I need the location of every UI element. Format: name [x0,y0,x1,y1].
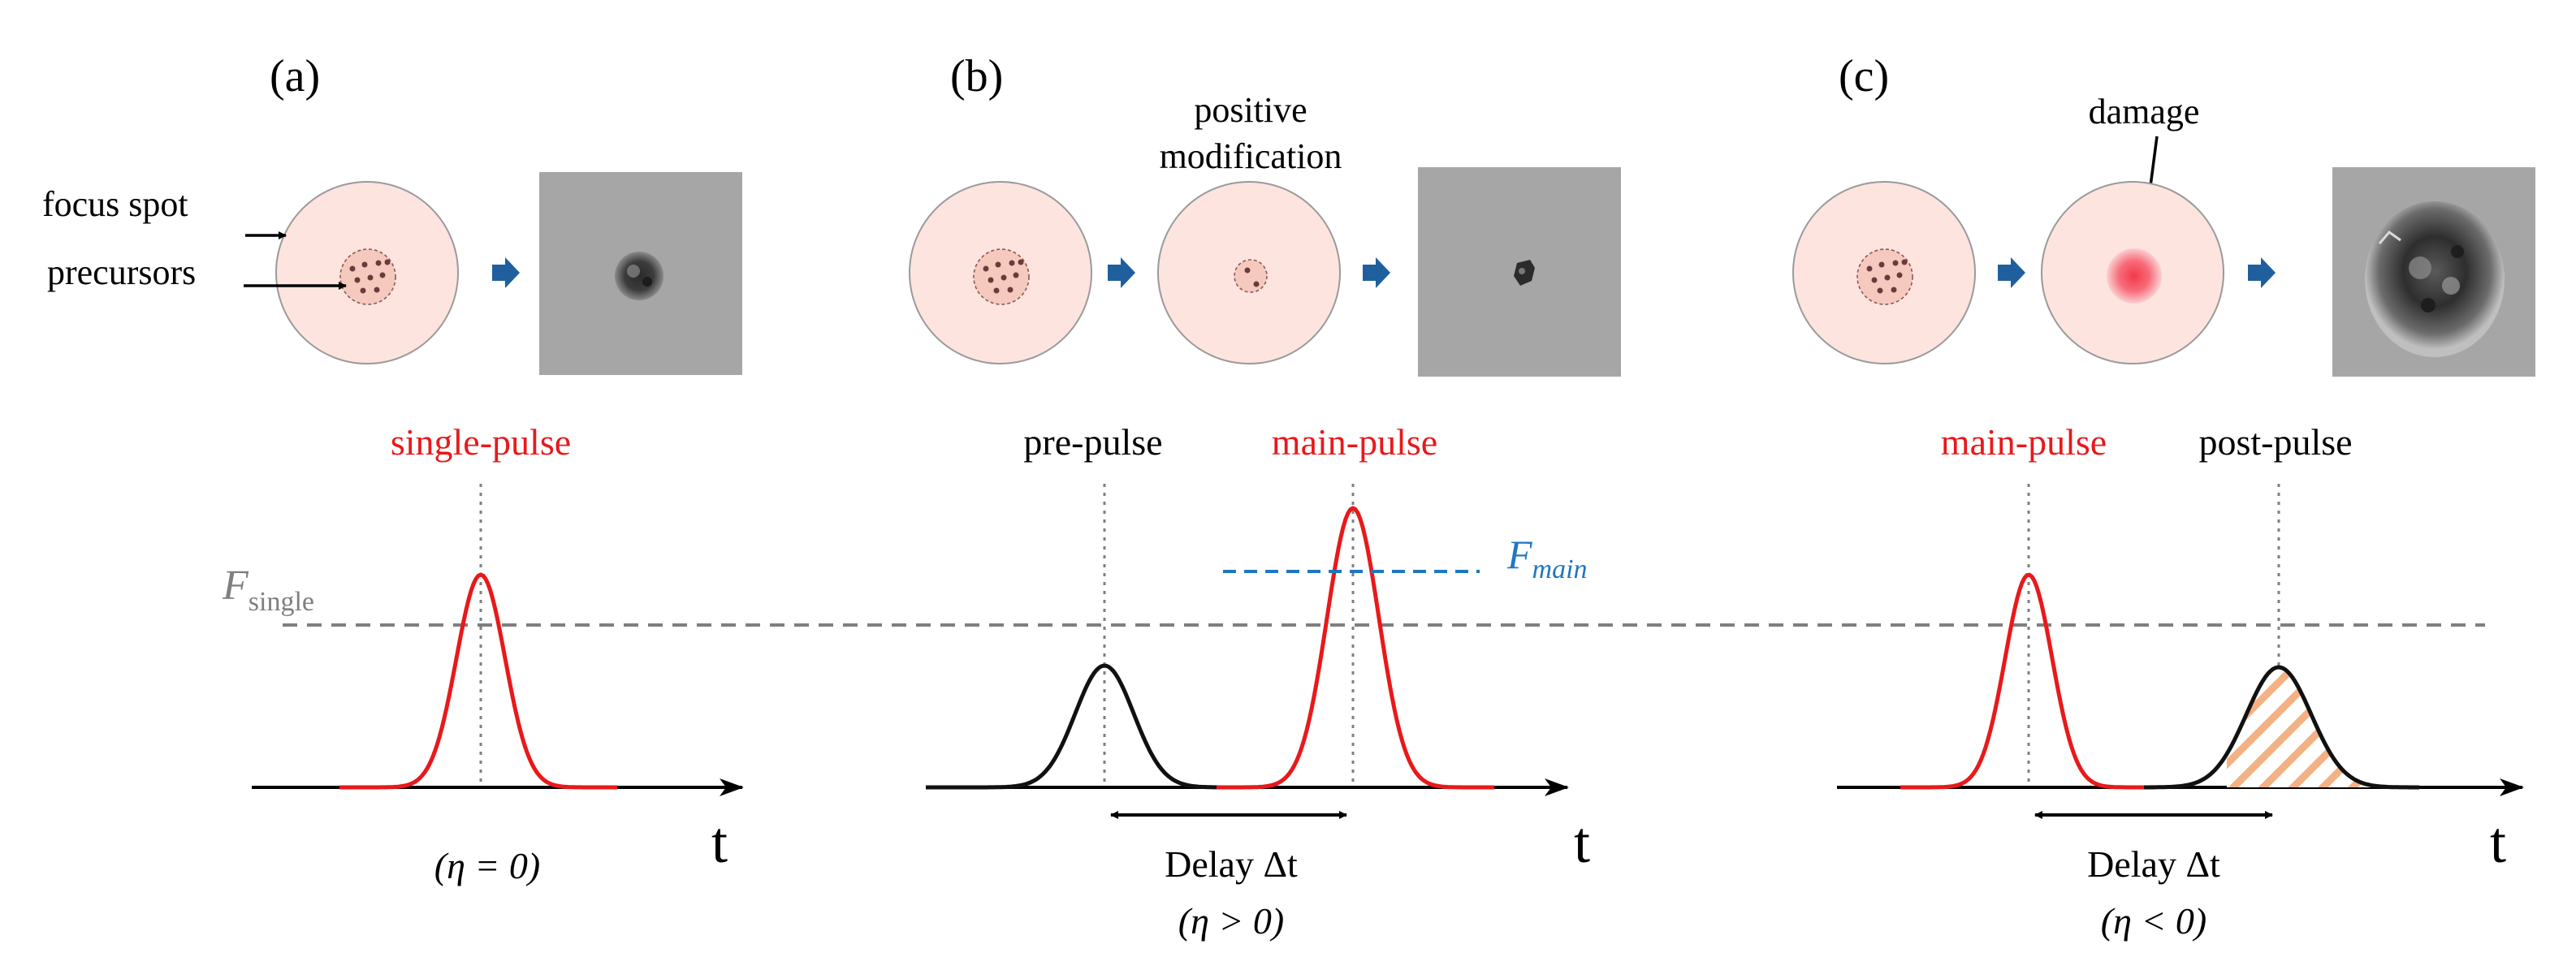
process-arrow-icon [1998,257,2025,288]
panel-b-label: (b) [950,51,1003,101]
main-pulse-curve-c [1900,572,2154,790]
process-arrow-icon [2248,257,2276,288]
panel-a-label: (a) [270,51,320,101]
f-main-label: Fmain [1506,532,1588,584]
t-label-c: t [2490,810,2506,875]
post-pulse-hatched-area [2227,667,2420,787]
process-arrow-icon [1363,257,1390,288]
precursor-cluster-a [339,248,396,305]
positive-modification-line2: modification [1160,136,1342,176]
micrograph-c [2332,167,2535,377]
single-pulse-curve [339,572,617,790]
single-pulse-label: single-pulse [391,421,571,463]
pre-pulse-curve [926,663,1218,790]
eta-c: (η < 0) [2101,900,2207,942]
panel-c-label: (c) [1839,51,1889,101]
delay-label-b: Delay Δt [1165,843,1298,885]
main-pulse-label-b: main-pulse [1272,421,1437,463]
micrograph-b [1418,167,1621,377]
pre-pulse-label: pre-pulse [1023,421,1162,463]
post-pulse-curve [2144,665,2419,790]
main-pulse-label-c: main-pulse [1941,421,2107,463]
modified-cluster-b [1234,259,1268,293]
post-pulse-label: post-pulse [2198,421,2352,463]
damage-spot [2107,248,2162,304]
threshold-label: Fsingle [222,563,314,617]
main-pulse-curve-b [1217,506,1494,790]
process-arrow-icon [1108,257,1135,288]
t-label-a: t [711,810,728,875]
precursor-cluster-b [973,248,1030,305]
focus-spot-label: focus spot [42,184,188,224]
eta-a: (η = 0) [434,845,541,886]
eta-b: (η > 0) [1178,900,1285,942]
t-label-b: t [1574,810,1590,875]
delay-label-c: Delay Δt [2087,843,2220,885]
positive-modification-line1: positive [1194,90,1307,130]
precursors-label: precursors [47,252,196,292]
process-arrow-icon [492,257,520,288]
precursor-cluster-c [1856,248,1913,305]
damage-label: damage [2089,92,2200,131]
micrograph-a [539,172,742,375]
